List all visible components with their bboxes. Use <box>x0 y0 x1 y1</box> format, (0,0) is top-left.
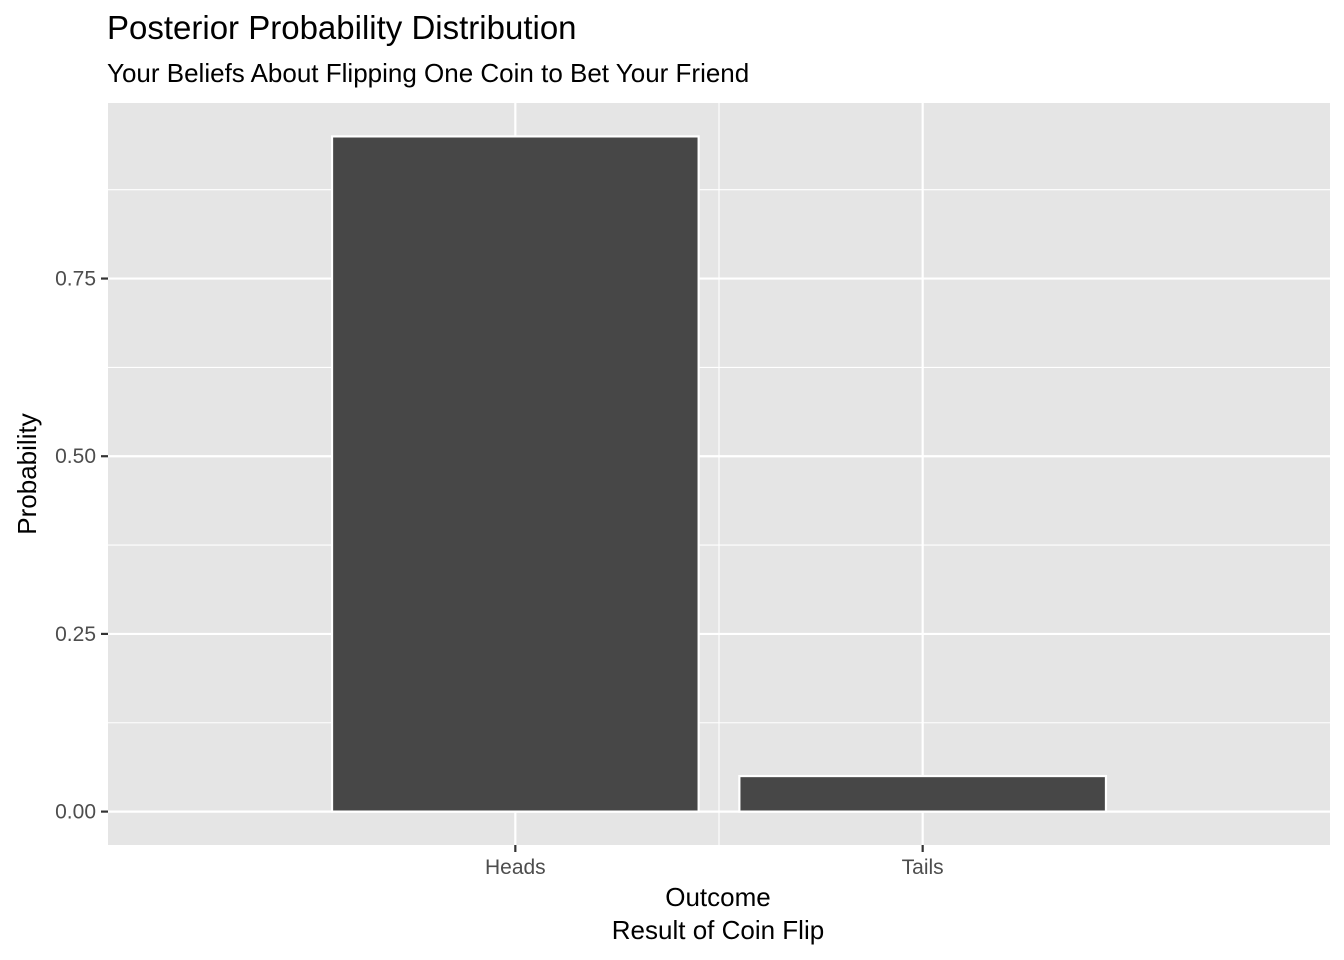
y-axis: 0.00 0.25 0.50 0.75 <box>55 268 108 824</box>
bar-heads <box>330 135 700 813</box>
bars <box>330 135 1108 813</box>
x-axis-title: Outcome <box>665 882 771 912</box>
bar-tails <box>738 774 1108 813</box>
y-axis-title: Probability <box>12 413 42 534</box>
y-tick-label: 0.00 <box>55 801 96 824</box>
y-tick-label: 0.25 <box>55 623 96 646</box>
y-tick-label: 0.50 <box>55 445 96 468</box>
chart-title: Posterior Probability Distribution <box>107 9 577 46</box>
x-tick-label: Heads <box>485 856 546 879</box>
y-tick-label: 0.75 <box>55 268 96 291</box>
x-axis-subtitle: Result of Coin Flip <box>612 915 824 945</box>
x-axis: Heads Tails <box>485 845 944 879</box>
chart-subtitle: Your Beliefs About Flipping One Coin to … <box>107 58 749 88</box>
x-tick-label: Tails <box>902 856 944 879</box>
